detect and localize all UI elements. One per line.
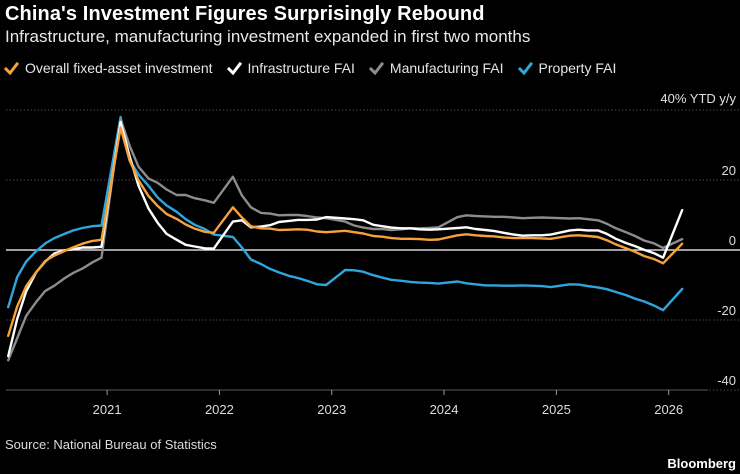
legend-item-property[interactable]: Property FAI (517, 60, 617, 76)
x-tick-label: 2022 (205, 402, 234, 417)
series-line-property-fai (6, 115, 684, 312)
legend-item-manufacturing[interactable]: Manufacturing FAI (368, 60, 504, 76)
y-tick-label: -40 (717, 373, 736, 388)
legend-label-property: Property FAI (538, 60, 617, 76)
series-line-infrastructure-fai (6, 120, 684, 358)
y-axis-unit-label: 40% YTD y/y (660, 91, 736, 106)
y-tick-label: 0 (729, 233, 736, 248)
x-tick-label: 2025 (542, 402, 571, 417)
chart-subtitle: Infrastructure, manufacturing investment… (5, 27, 531, 46)
series-line-manufacturing-fai (6, 118, 684, 362)
legend-label-overall: Overall fixed-asset investment (25, 60, 213, 76)
y-tick-label: 20 (722, 163, 736, 178)
legend-item-overall[interactable]: Overall fixed-asset investment (4, 60, 213, 76)
series-line-overall-fixed-asset-investment (6, 126, 684, 337)
chart-title: China's Investment Figures Surprisingly … (5, 3, 485, 25)
x-tick-label: 2023 (317, 402, 346, 417)
bloomberg-logo: Bloomberg (667, 456, 736, 471)
x-tick-label: 2026 (654, 402, 683, 417)
x-tick-label: 2021 (93, 402, 122, 417)
y-tick-label: -20 (717, 303, 736, 318)
source-note: Source: National Bureau of Statistics (5, 437, 217, 452)
series-layer (6, 115, 684, 362)
x-tick-label: 2024 (430, 402, 459, 417)
axis-layer: 20 0 -20 -40 2021 2022 2023 2024 2025 2026 (6, 163, 736, 417)
legend-item-infrastructure[interactable]: Infrastructure FAI (226, 60, 355, 76)
chart-legend: Overall fixed-asset investment Infrastru… (4, 60, 630, 76)
checkmark-icon (368, 61, 384, 75)
legend-label-manufacturing: Manufacturing FAI (389, 60, 504, 76)
legend-label-infrastructure: Infrastructure FAI (247, 60, 355, 76)
checkmark-icon (226, 61, 242, 75)
checkmark-icon (517, 61, 533, 75)
grid-layer (6, 109, 740, 391)
checkmark-icon (4, 61, 19, 75)
